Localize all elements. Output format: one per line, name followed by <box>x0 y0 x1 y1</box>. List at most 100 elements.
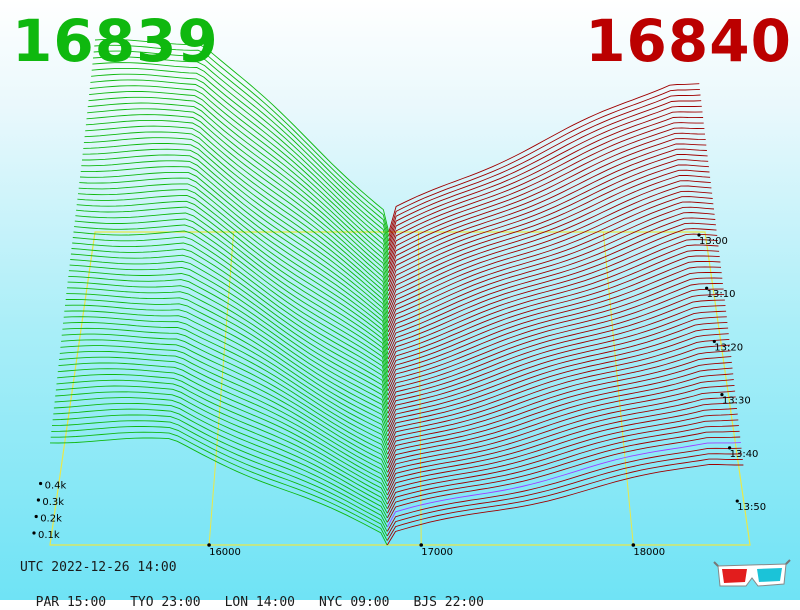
3d-glasses-icon[interactable] <box>712 558 792 592</box>
ask-depth-line <box>387 367 733 469</box>
y-tick-marker <box>39 481 43 486</box>
city-time-nyc: NYC 09:00 <box>319 595 390 610</box>
bid-depth-line <box>82 148 389 319</box>
bid-depth-line <box>91 73 390 260</box>
time-tick-marker <box>735 499 739 503</box>
ask-depth-line <box>387 373 734 473</box>
ask-depth-line <box>388 164 709 301</box>
ask-depth-line <box>387 239 718 364</box>
ask-depth-line <box>387 305 726 419</box>
city-times: PAR 15:00 TYO 23:00 LON 14:00 NYC 09:00 BJS … <box>20 580 508 610</box>
ask-depth-line <box>387 190 713 323</box>
ask-depth-line <box>387 327 729 437</box>
ask-depth-line <box>388 143 707 283</box>
bid-depth-line <box>76 206 389 364</box>
ask-depth-line <box>387 217 716 346</box>
ask-depth-line <box>388 94 701 242</box>
ask-depth-line <box>386 447 742 532</box>
utc-time: UTC 2022-12-26 14:00 <box>20 560 177 575</box>
bid-depth-line <box>88 96 389 278</box>
time-tick-marker <box>728 446 732 450</box>
ask-depth-line <box>387 196 713 328</box>
time-tick-label: 13:00 <box>699 236 728 247</box>
bid-depth-line <box>86 114 389 292</box>
city-time-bjs: BJS 22:00 <box>413 595 484 610</box>
bid-price: 16839 <box>12 7 219 75</box>
ask-depth-line <box>387 212 715 342</box>
bid-depth-line <box>64 310 389 446</box>
bid-depth-line <box>90 79 390 264</box>
time-tick-marker <box>697 233 701 237</box>
ask-depth-line <box>387 261 721 382</box>
depth-lines <box>49 39 744 546</box>
ask-depth-line <box>386 458 743 541</box>
time-tick-marker <box>720 393 724 397</box>
ask-depth-line <box>388 153 708 292</box>
bid-depth-line <box>57 374 388 496</box>
bid-depth-line <box>59 356 388 482</box>
x-tick-label: 16000 <box>209 547 241 558</box>
ask-depth-line <box>387 430 740 519</box>
ask-depth-line <box>388 138 706 278</box>
ask-depth-line <box>387 201 714 332</box>
ask-depth-line <box>387 425 739 514</box>
y-tick-label: 0.1k <box>38 530 60 541</box>
bid-depth-line <box>78 183 389 346</box>
bid-depth-line <box>77 189 389 351</box>
ask-depth-line <box>388 127 705 269</box>
bid-depth-line <box>81 160 389 328</box>
bid-depth-line <box>69 264 389 410</box>
bid-depth-line <box>84 131 389 305</box>
bid-depth-line <box>58 362 388 487</box>
time-tick-label: 13:50 <box>737 502 766 513</box>
ask-depth-line <box>387 442 741 528</box>
bid-depth-line <box>62 322 388 455</box>
bid-depth-line <box>65 298 389 437</box>
x-tick-marker <box>631 543 636 547</box>
bid-depth-line <box>91 67 390 255</box>
time-tick-marker <box>712 339 716 344</box>
ask-depth-line <box>388 88 700 237</box>
bid-depth-line <box>82 154 389 323</box>
bid-depth-line <box>73 230 389 382</box>
ask-depth-line <box>387 294 725 410</box>
bid-depth-line <box>54 397 388 514</box>
bid-depth-line <box>72 242 389 391</box>
grid-line <box>208 231 235 546</box>
ask-depth-line <box>388 122 704 264</box>
bid-depth-line <box>66 287 389 428</box>
x-tick-marker <box>419 543 424 547</box>
ask-depth-line <box>388 111 703 255</box>
ask-depth-line <box>388 175 711 310</box>
bid-depth-line <box>87 108 389 287</box>
bid-depth-line <box>61 339 388 469</box>
ask-depth-line <box>388 116 704 260</box>
ask-depth-line <box>388 185 712 319</box>
grid-line <box>602 231 634 546</box>
x-tick-marker <box>207 543 211 547</box>
ask-depth-line <box>387 333 729 441</box>
grid-frame <box>49 231 751 546</box>
bid-depth-line <box>75 212 389 369</box>
bid-depth-line <box>53 402 388 519</box>
bid-depth-line <box>57 368 388 491</box>
bid-depth-line <box>94 44 390 237</box>
ask-depth-line <box>387 283 723 400</box>
ask-depth-line <box>388 148 707 287</box>
bid-depth-line <box>87 102 389 283</box>
ask-price: 16840 <box>585 7 792 75</box>
ask-depth-line <box>388 100 702 246</box>
ask-depth-line <box>388 169 710 305</box>
y-tick-marker <box>36 498 41 502</box>
city-time-tyo: TYO 23:00 <box>130 595 201 610</box>
ask-depth-line <box>387 316 727 428</box>
x-tick-label: 17000 <box>421 547 453 558</box>
time-tick-marker <box>705 286 709 290</box>
bid-depth-line <box>64 304 389 441</box>
bid-depth-line <box>61 333 388 464</box>
bid-depth-line <box>79 177 389 342</box>
bid-depth-line <box>53 408 388 523</box>
bid-depth-line <box>63 316 389 450</box>
bid-depth-line <box>72 236 389 387</box>
ask-depth-line <box>388 105 702 251</box>
